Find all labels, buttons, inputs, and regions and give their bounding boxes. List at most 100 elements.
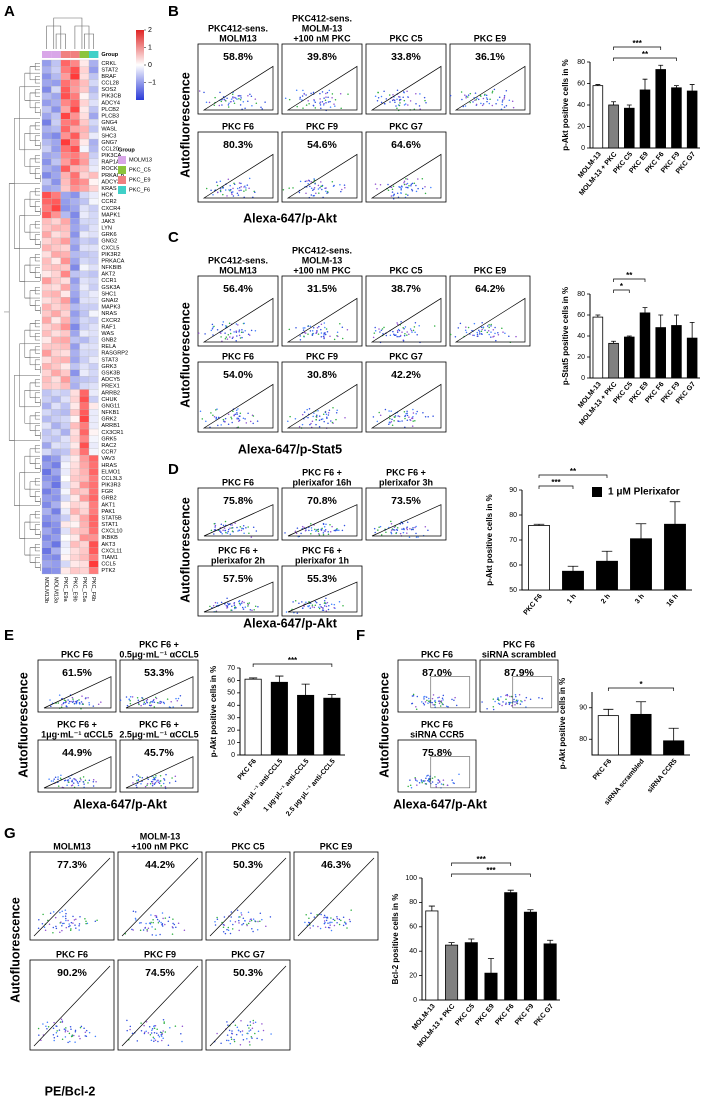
row-dendrogram [24, 349, 40, 366]
cell-dot [524, 699, 526, 702]
row-label: RAC2 [101, 443, 116, 449]
bar [630, 538, 652, 591]
cell-dot [220, 601, 223, 604]
cell-dot [181, 1025, 184, 1028]
cell-dot [174, 775, 177, 778]
cell-dot [231, 605, 233, 608]
cell-dot [398, 335, 400, 338]
cell-dot [136, 786, 138, 788]
row-dendrogram [24, 415, 40, 431]
heatmap-cell [60, 442, 71, 449]
heatmap-cell [41, 145, 52, 153]
cell-dot [154, 778, 156, 781]
cell-dot [341, 188, 343, 191]
row-dendrogram [30, 557, 40, 568]
heatmap-cell [41, 237, 52, 245]
cell-dot [391, 191, 394, 193]
cell-dot [411, 425, 414, 427]
bar [655, 69, 666, 149]
cell-dot [376, 100, 379, 102]
cell-dot [331, 525, 333, 528]
cell-dot [213, 415, 216, 418]
cell-dot [325, 96, 327, 98]
cell-dot [323, 332, 325, 334]
cell-dot [488, 102, 491, 105]
row-dendrogram [30, 188, 40, 196]
cell-dot [514, 701, 516, 703]
cell-dot [125, 696, 128, 698]
cell-dot [409, 328, 412, 330]
cell-dot [308, 917, 310, 919]
cell-dot [246, 924, 248, 927]
row-label: TIAM1 [101, 555, 117, 561]
flow-plot-frame [197, 487, 279, 541]
cell-dot [153, 1032, 156, 1034]
cell-dot [424, 701, 427, 703]
cell-dot [411, 189, 414, 192]
cell-dot [241, 328, 243, 331]
cell-dot [345, 923, 347, 925]
heatmap-cell [79, 461, 90, 469]
cell-dot [505, 698, 507, 701]
cell-dot [254, 98, 257, 100]
cell-dot [138, 703, 140, 706]
flow-y-label: Autofluorescence [178, 497, 192, 603]
cell-dot [76, 699, 79, 702]
heatmap-cell [79, 349, 90, 357]
cell-dot [508, 703, 511, 706]
row-dendrogram [35, 208, 41, 216]
y-tick-label: 70 [509, 537, 517, 544]
cell-dot [222, 418, 225, 421]
heatmap-cell [88, 481, 99, 489]
gate [209, 965, 287, 1047]
heatmap-cell [70, 270, 80, 278]
cell-dot [319, 92, 321, 95]
cell-dot [227, 413, 230, 415]
heatmap-cell [88, 310, 99, 318]
cell-dot [233, 102, 236, 105]
heatmap-cell [79, 73, 90, 80]
cell-dot [326, 191, 329, 193]
cell-dot [395, 105, 397, 107]
row-dendrogram [24, 158, 40, 174]
heatmap-cell [41, 336, 52, 344]
cell-dot [350, 909, 352, 911]
flow-plot-frame [365, 131, 447, 203]
cell-dot [42, 1023, 44, 1025]
flow-plot-title: PKC F6 [222, 477, 254, 487]
cell-dot [157, 779, 159, 782]
cell-dot [492, 329, 495, 331]
flow-plot-frame [37, 739, 117, 793]
cell-dot [404, 417, 406, 420]
cell-dot [408, 184, 410, 187]
heatmap-cell [70, 507, 80, 515]
row-dendrogram [30, 287, 40, 295]
y-tick-label: 0 [581, 375, 585, 382]
heatmap-cell [88, 66, 99, 74]
cell-dot [50, 780, 53, 782]
heatmap-cell [51, 560, 61, 568]
cell-dot [181, 1040, 183, 1043]
row-label: SOS2 [101, 87, 116, 93]
cell-dot [150, 704, 153, 707]
heatmap-cell [41, 257, 52, 265]
cell-dot [227, 528, 230, 531]
heatmap-cell [79, 145, 90, 153]
cell-dot [335, 411, 338, 414]
cell-dot [233, 1038, 235, 1041]
cell-dot [416, 780, 418, 782]
cell-dot [251, 928, 253, 930]
heatmap-cell [70, 527, 80, 535]
cell-dot [397, 415, 399, 417]
cell-dot [412, 420, 414, 422]
cell-dot [497, 334, 500, 336]
cell-dot [220, 424, 222, 426]
cell-dot [52, 1034, 55, 1036]
cell-dot [322, 609, 325, 612]
cell-dot [460, 91, 463, 93]
cell-dot [244, 418, 246, 420]
significance-label: * [620, 282, 624, 291]
cell-dot [54, 776, 57, 779]
heatmap-cell [60, 165, 71, 173]
cell-dot [222, 926, 225, 928]
